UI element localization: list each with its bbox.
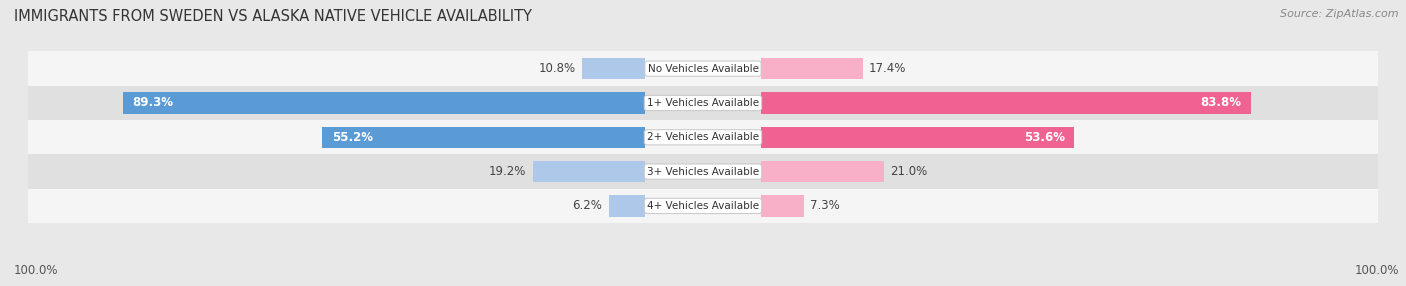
Text: 10.8%: 10.8%	[538, 62, 575, 75]
Bar	[28, 120, 1378, 154]
Text: 1+ Vehicles Available: 1+ Vehicles Available	[647, 98, 759, 108]
Text: 83.8%: 83.8%	[1201, 96, 1241, 110]
Text: 100.0%: 100.0%	[14, 265, 59, 277]
Bar	[761, 195, 804, 217]
Text: No Vehicles Available: No Vehicles Available	[648, 64, 758, 74]
Text: 17.4%: 17.4%	[869, 62, 907, 75]
Text: IMMIGRANTS FROM SWEDEN VS ALASKA NATIVE VEHICLE AVAILABILITY: IMMIGRANTS FROM SWEDEN VS ALASKA NATIVE …	[14, 9, 531, 23]
Bar	[582, 58, 645, 79]
Text: 89.3%: 89.3%	[132, 96, 173, 110]
Bar	[533, 161, 645, 182]
Bar	[761, 127, 1074, 148]
Bar	[28, 189, 1378, 223]
Text: 3+ Vehicles Available: 3+ Vehicles Available	[647, 167, 759, 176]
Text: 19.2%: 19.2%	[489, 165, 526, 178]
Bar	[761, 92, 1251, 114]
Bar	[28, 86, 1378, 120]
Text: 100.0%: 100.0%	[1354, 265, 1399, 277]
Bar	[322, 127, 645, 148]
Bar	[761, 58, 863, 79]
Bar	[28, 154, 1378, 189]
Text: 2+ Vehicles Available: 2+ Vehicles Available	[647, 132, 759, 142]
Bar	[609, 195, 645, 217]
Text: 6.2%: 6.2%	[572, 199, 602, 212]
Bar	[28, 51, 1378, 86]
Text: 55.2%: 55.2%	[332, 131, 373, 144]
Bar	[761, 161, 884, 182]
Text: 21.0%: 21.0%	[890, 165, 928, 178]
Text: 7.3%: 7.3%	[810, 199, 839, 212]
Bar	[122, 92, 645, 114]
Text: 53.6%: 53.6%	[1024, 131, 1064, 144]
Text: 4+ Vehicles Available: 4+ Vehicles Available	[647, 201, 759, 211]
Text: Source: ZipAtlas.com: Source: ZipAtlas.com	[1281, 9, 1399, 19]
